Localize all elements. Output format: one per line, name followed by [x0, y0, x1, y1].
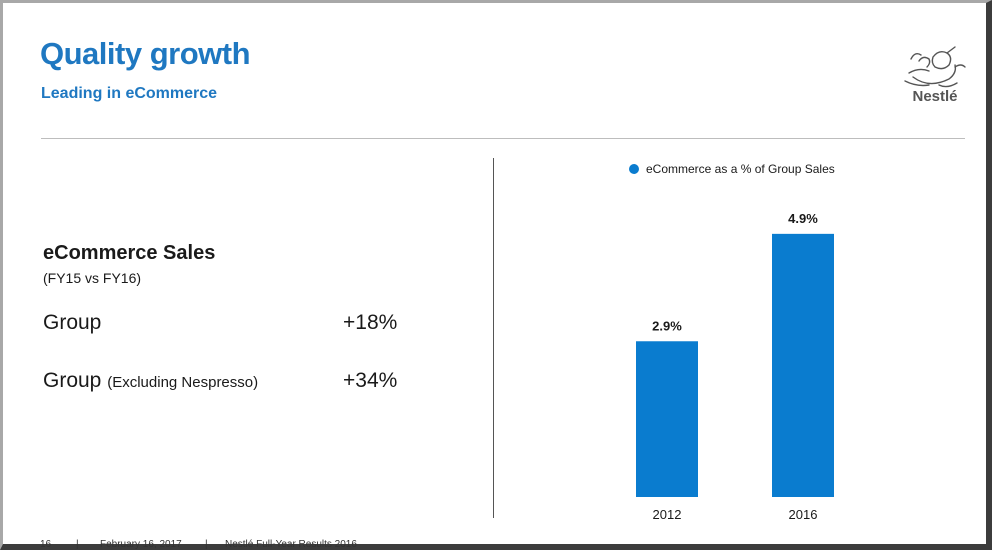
- metric-value-group: +18%: [343, 311, 398, 334]
- ecommerce-sales-period: (FY15 vs FY16): [43, 270, 142, 286]
- nestle-logo: Nestlé: [904, 46, 966, 105]
- metric-label-text: Group: [43, 311, 102, 334]
- footer-event: Nestlé Full-Year Results 2016: [225, 539, 357, 550]
- footer-separator: |: [76, 539, 79, 550]
- metric-value-group-ex-nespresso: +34%: [343, 369, 398, 392]
- bar-2016: [772, 233, 834, 497]
- metric-label-text: Group: [43, 369, 102, 392]
- legend-marker: [629, 164, 639, 174]
- slide: Quality growth Leading in eCommerce Nest…: [0, 0, 992, 550]
- data-label-2012: 2.9%: [652, 318, 682, 333]
- metric-label-group: Group: [43, 311, 101, 335]
- vertical-divider: [493, 158, 494, 518]
- x-tick-label-2012: 2012: [653, 507, 682, 522]
- legend-label: eCommerce as a % of Group Sales: [646, 162, 835, 176]
- footer-date: February 16, 2017: [100, 539, 182, 550]
- footer-page-number: 16: [40, 539, 52, 550]
- footer-separator: |: [205, 539, 208, 550]
- metric-label-group-ex-nespresso: Group (Excluding Nespresso): [43, 369, 258, 393]
- page-title: Quality growth: [40, 36, 251, 71]
- page-subtitle: Leading in eCommerce: [41, 85, 218, 102]
- data-label-2016: 4.9%: [788, 211, 818, 226]
- ecommerce-sales-heading: eCommerce Sales: [43, 242, 216, 264]
- header-divider: [41, 138, 965, 139]
- x-tick-label-2016: 2016: [789, 507, 818, 522]
- logo-wordmark: Nestlé: [912, 88, 957, 105]
- bar-2012: [636, 341, 698, 497]
- metric-label-note: (Excluding Nespresso): [107, 374, 259, 391]
- chart-legend: eCommerce as a % of Group Sales: [629, 162, 835, 176]
- bar-chart: 2.9% 2012 4.9% 2016: [636, 211, 834, 522]
